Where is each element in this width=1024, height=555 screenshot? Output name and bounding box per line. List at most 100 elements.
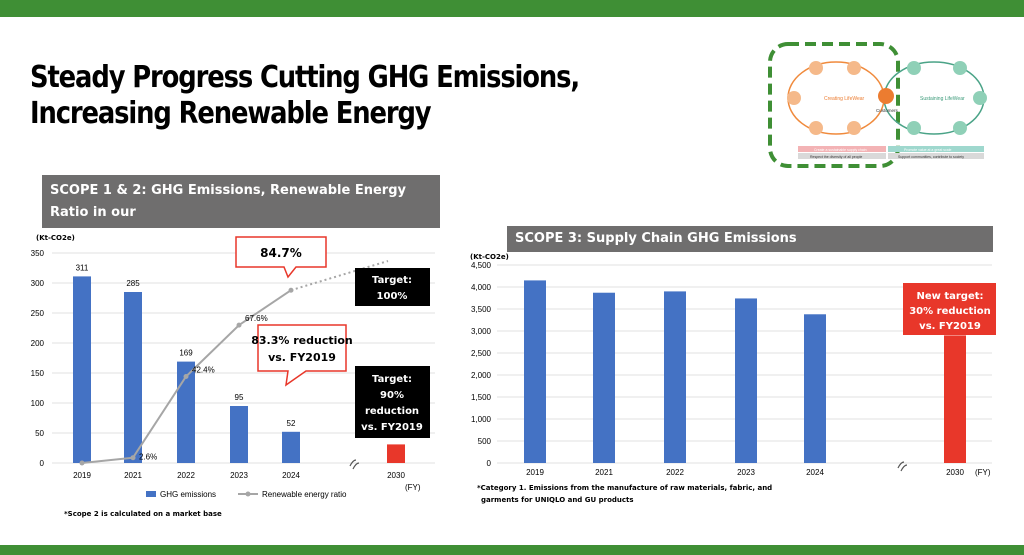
y-tick-label: 4,000 [471,283,492,292]
bar-target [944,335,966,463]
bar-ghg-emissions [177,361,195,463]
y-tick-label: 1,000 [471,415,492,424]
line-data-label: 2.6% [139,453,157,462]
y-tick-label: 4,500 [471,261,492,270]
new-target-box: New target: 30% reduction vs. FY2019 [903,283,996,335]
bar-data-label: 52 [287,419,296,428]
x-tick-label: 2024 [806,468,824,477]
target-box-90-l4: vs. FY2019 [361,422,423,433]
slide-title-line2: Increasing Renewable Energy [30,96,432,131]
renewable-ratio-point [183,374,189,380]
scope3-header: SCOPE 3: Supply Chain GHG Emissions [507,226,993,252]
bar-scope3-emissions [593,292,615,463]
y-tick-label: 150 [31,369,45,378]
bar-scope3-emissions [735,298,757,463]
y-tick-label: 3,500 [471,305,492,314]
scope3-footnote-l2: garments for UNIQLO and GU products [481,496,634,504]
y-tick-label: 1,500 [471,393,492,402]
bar-scope3-emissions [524,280,546,463]
bar-ghg-emissions [230,406,248,463]
y-tick-label: 2,500 [471,349,492,358]
renewable-ratio-point [79,460,85,466]
y-tick-label: 300 [31,279,45,288]
callout-reduction-l2: vs. FY2019 [268,351,336,364]
renewable-ratio-point [288,287,294,293]
axis-break-icon [897,461,908,472]
brand-bottom-bar [0,545,1024,555]
scope12-header: SCOPE 1 & 2: GHG Emissions, Renewable En… [42,175,440,242]
diagram-bar-right: Promote value at a great scale [904,148,952,152]
target-box-90-l3: reduction [365,406,419,417]
scope12-header-line1: SCOPE 1 & 2: GHG Emissions, Renewable En… [50,183,406,220]
x-tick-label: 2022 [666,468,684,477]
line-data-label: 67.6% [245,314,268,323]
legend-bar-swatch [146,491,156,497]
scope3-fy-label: (FY) [975,468,991,477]
slide-title: Steady Progress Cutting GHG Emissions, I… [30,60,580,132]
target-box-100: Target: 100% [355,268,430,306]
x-tick-label: 2023 [230,471,248,480]
x-tick-label: 2021 [124,471,142,480]
scope12-legend: GHG emissions Renewable energy ratio [146,490,347,499]
target-box-90-l2: 90% [380,390,404,401]
line-data-label: 42.4% [192,366,215,375]
new-target-l3: vs. FY2019 [919,321,981,332]
renewable-ratio-point [236,322,242,328]
scope12-footnote: *Scope 2 is calculated on a market base [64,510,222,518]
callout-reduction-l1: 83.3% reduction [251,334,353,347]
new-target-l1: New target: [916,291,983,302]
callout-847-text: 84.7% [260,246,302,260]
callout-847: 84.7% [235,236,327,279]
renewable-ratio-projection [290,260,389,292]
bar-target [387,444,405,463]
x-tick-label: 2021 [595,468,613,477]
lifewear-cycle-diagram: Creating LifeWear Sustaining LifeWear Cu… [768,42,987,168]
diagram-sustaining-label: Sustaining LifeWear [920,96,965,102]
x-tick-label: 2022 [177,471,195,480]
new-target-l2: 30% reduction [909,306,991,317]
bar-ghg-emissions [124,292,142,463]
target-box-90-l1: Target: [372,374,412,385]
x-tick-label: 2019 [73,471,91,480]
slide-title-line1: Steady Progress Cutting GHG Emissions, [30,60,580,95]
brand-top-bar [0,0,1024,17]
scope12-unit-label: (Kt-CO2e) [36,234,75,242]
y-tick-label: 200 [31,339,45,348]
y-tick-label: 50 [35,429,44,438]
callout-reduction: 83.3% reduction vs. FY2019 [251,324,353,387]
bar-scope3-emissions [804,314,826,463]
bar-ghg-emissions [73,276,91,463]
diagram-bar-bottom-left: Respect the diversity of all people [810,155,862,159]
bar-scope3-emissions [664,291,686,463]
y-tick-label: 100 [31,399,45,408]
y-tick-label: 3,000 [471,327,492,336]
diagram-creating-label: Creating LifeWear [824,96,865,102]
target-box-100-l2: 100% [377,291,408,302]
x-tick-label: 2019 [526,468,544,477]
y-tick-label: 500 [478,437,492,446]
legend-line-label: Renewable energy ratio [262,490,347,499]
axis-break-icon [349,459,360,470]
x-tick-label: 2023 [737,468,755,477]
x-tick-label: 2030 [387,471,405,480]
scope3-unit-label: (Kt-CO2e) [470,253,509,261]
target-box-100-l1: Target: [372,275,412,286]
y-tick-label: 250 [31,309,45,318]
y-tick-label: 0 [487,459,492,468]
x-tick-label: 2030 [946,468,964,477]
bar-data-label: 285 [126,279,140,288]
scope3-footnote-l1: *Category 1. Emissions from the manufact… [477,484,772,492]
scope12-header-line2: Stores and Offices [50,227,184,242]
y-tick-label: 0 [40,459,45,468]
legend-line-marker [245,491,251,497]
bar-data-label: 311 [76,263,89,272]
renewable-ratio-point [130,455,136,461]
target-box-90: Target: 90% reduction vs. FY2019 [355,366,430,438]
x-tick-label: 2024 [282,471,300,480]
diagram-bar-bottom-right: Support communities, contribute to socie… [898,155,964,159]
bar-data-label: 169 [179,349,193,358]
scope12-fy-label: (FY) [405,483,421,492]
diagram-customers-label: Customers [876,108,899,113]
